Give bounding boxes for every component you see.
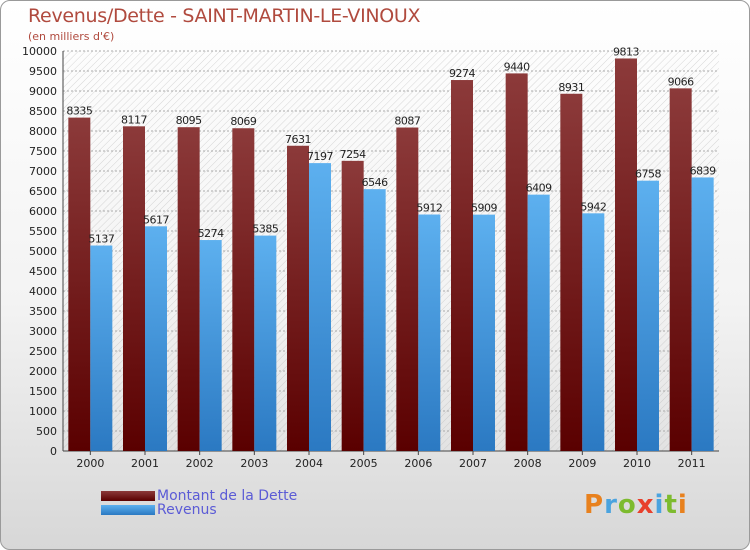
bar-revenus-2002 <box>199 240 222 451</box>
bar-dette-2001 <box>123 126 145 451</box>
legend-swatch-revenus <box>101 505 155 515</box>
y-tick-label-4500: 4500 <box>29 265 57 278</box>
y-tick-label-500: 500 <box>36 425 57 438</box>
logo-letter: P <box>584 490 605 520</box>
y-tick-label-9500: 9500 <box>29 65 57 78</box>
bar-dette-2007 <box>451 80 473 451</box>
bar-revenus-2008 <box>527 194 550 451</box>
bar-revenus-2003 <box>254 235 277 451</box>
data-label-dette-2008: 9440 <box>504 60 530 73</box>
legend-item-revenus: Revenus <box>101 502 217 518</box>
data-label-dette-2001: 8117 <box>121 113 147 126</box>
chart-title: Revenus/Dette - SAINT-MARTIN-LE-VINOUX <box>28 5 421 27</box>
y-tick-label-2500: 2500 <box>29 345 57 358</box>
data-label-revenus-2003: 5385 <box>252 223 278 236</box>
y-tick-label-9000: 9000 <box>29 85 57 98</box>
bar-dette-2008 <box>505 73 528 452</box>
bar-revenus-2000 <box>90 245 113 451</box>
bar-revenus-2011 <box>691 177 714 451</box>
logo-letter: x <box>636 490 655 520</box>
y-tick-label-4000: 4000 <box>29 285 57 298</box>
x-tick-label-2008: 2008 <box>514 457 542 470</box>
y-tick-label-3000: 3000 <box>29 325 57 338</box>
y-tick-label-8500: 8500 <box>29 105 57 118</box>
y-tick-label-1500: 1500 <box>29 385 57 398</box>
bar-revenus-2006 <box>418 214 441 451</box>
bar-dette-2003 <box>232 128 255 451</box>
logo-letter: r <box>604 490 618 520</box>
data-label-revenus-2006: 5912 <box>416 202 442 215</box>
data-label-revenus-2008: 6409 <box>526 182 552 195</box>
logo-letter: i <box>654 490 665 520</box>
data-label-revenus-2010: 6758 <box>635 168 661 181</box>
legend-label-dette: Montant de la Dette <box>157 488 298 504</box>
x-tick-label-2002: 2002 <box>186 457 214 470</box>
x-tick-label-2010: 2010 <box>623 457 651 470</box>
data-label-revenus-2004: 7197 <box>307 150 333 163</box>
data-label-dette-2010: 9813 <box>613 45 639 58</box>
data-label-dette-2009: 8931 <box>558 81 584 94</box>
data-label-revenus-2000: 5137 <box>88 233 114 246</box>
data-label-dette-2006: 8087 <box>394 115 420 128</box>
legend-swatch-dette <box>101 491 155 501</box>
y-tick-label-5000: 5000 <box>29 245 57 258</box>
data-label-dette-2002: 8095 <box>176 114 202 127</box>
y-tick-label-8000: 8000 <box>29 125 57 138</box>
chart-subtitle: (en milliers d'€) <box>28 30 115 43</box>
legend-item-dette: Montant de la Dette <box>101 488 297 504</box>
logo-letter: t <box>664 490 678 520</box>
data-label-dette-2004: 7631 <box>285 133 311 146</box>
x-tick-label-2009: 2009 <box>568 457 596 470</box>
y-tick-label-2000: 2000 <box>29 365 57 378</box>
y-tick-label-5500: 5500 <box>29 225 57 238</box>
data-label-revenus-2007: 5909 <box>471 202 497 215</box>
bar-dette-2010 <box>615 58 637 451</box>
bar-dette-2004 <box>287 145 309 451</box>
x-tick-label-2011: 2011 <box>678 457 706 470</box>
y-tick-label-10000: 10000 <box>22 45 57 58</box>
bar-revenus-2001 <box>145 226 167 451</box>
bar-revenus-2005 <box>363 189 386 451</box>
data-label-dette-2007: 9274 <box>449 67 475 80</box>
data-label-dette-2000: 8335 <box>66 105 92 118</box>
data-label-revenus-2005: 6546 <box>362 176 388 189</box>
x-tick-label-2005: 2005 <box>350 457 378 470</box>
logo-letter: i <box>677 490 688 520</box>
bar-revenus-2010 <box>637 180 659 451</box>
y-tick-label-7500: 7500 <box>29 145 57 158</box>
x-tick-label-2007: 2007 <box>459 457 487 470</box>
proxiti-logo: Proxiti <box>584 490 688 520</box>
data-label-dette-2003: 8069 <box>230 115 256 128</box>
data-label-dette-2011: 9066 <box>668 75 694 88</box>
data-label-revenus-2002: 5274 <box>198 227 224 240</box>
bar-dette-2005 <box>341 160 364 451</box>
data-label-revenus-2011: 6839 <box>690 164 716 177</box>
bar-revenus-2009 <box>582 213 605 451</box>
x-tick-label-2004: 2004 <box>295 457 323 470</box>
bar-dette-2011 <box>669 88 692 452</box>
data-label-revenus-2001: 5617 <box>143 213 169 226</box>
data-label-dette-2005: 7254 <box>340 148 366 161</box>
x-tick-label-2006: 2006 <box>404 457 432 470</box>
bar-dette-2000 <box>68 117 91 451</box>
data-label-revenus-2009: 5942 <box>580 200 606 213</box>
y-tick-label-0: 0 <box>50 445 57 458</box>
y-tick-label-7000: 7000 <box>29 165 57 178</box>
y-tick-label-3500: 3500 <box>29 305 57 318</box>
bar-dette-2009 <box>560 93 583 451</box>
x-tick-label-2000: 2000 <box>76 457 104 470</box>
bar-revenus-2007 <box>473 214 495 451</box>
bar-revenus-2004 <box>309 163 331 451</box>
logo-letter: o <box>617 490 637 520</box>
y-tick-label-6000: 6000 <box>29 205 57 218</box>
y-tick-label-6500: 6500 <box>29 185 57 198</box>
legend-label-revenus: Revenus <box>157 502 217 518</box>
bar-dette-2002 <box>177 127 200 451</box>
x-tick-label-2003: 2003 <box>240 457 268 470</box>
y-tick-label-1000: 1000 <box>29 405 57 418</box>
x-tick-label-2001: 2001 <box>131 457 159 470</box>
bar-dette-2006 <box>396 127 419 452</box>
